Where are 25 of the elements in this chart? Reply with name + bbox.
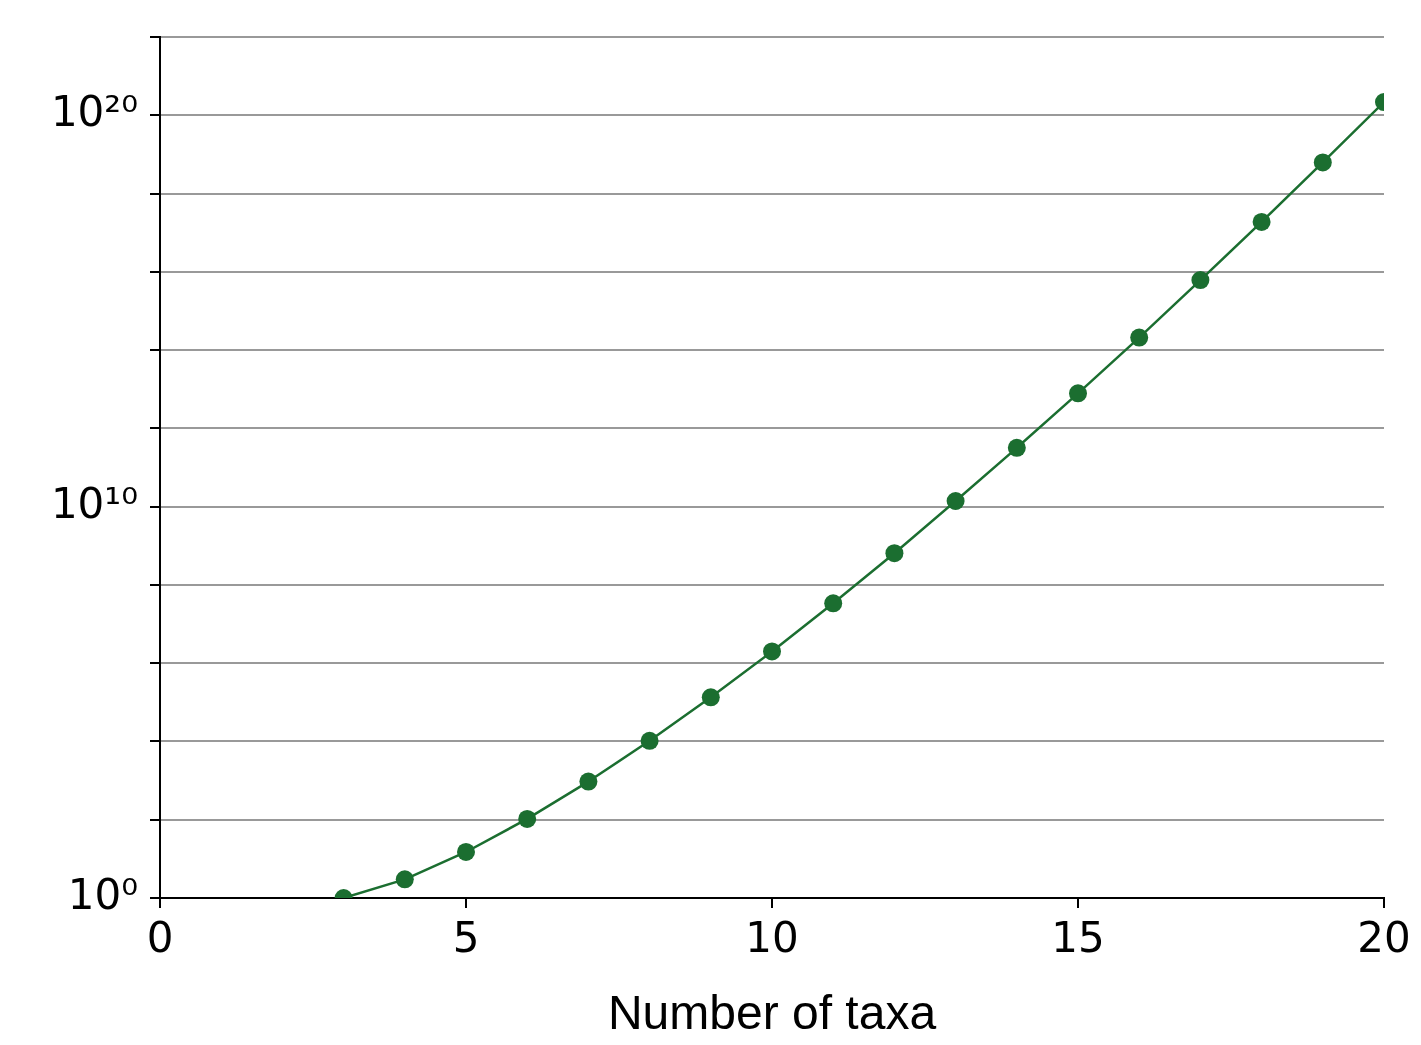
point [1130,328,1149,347]
point [518,809,537,828]
point [1069,384,1087,403]
point [395,870,414,889]
point [1007,438,1026,457]
x-tick-label: 0 [146,913,174,963]
x-axis-title: Number of taxa [607,986,937,1040]
y-tick-label: 10²⁰ [50,87,138,137]
point [946,492,965,511]
point [824,594,843,613]
point [1313,153,1332,172]
y-tick-label: 10⁰ [67,869,138,919]
point [457,842,475,861]
point [885,544,904,563]
point [640,731,659,750]
x-tick-label: 10 [745,913,799,963]
x-tick-label: 5 [452,913,480,963]
x-tick-label: 15 [1051,913,1105,963]
point [579,772,598,791]
point [763,642,781,661]
point [1252,212,1271,231]
point [1191,271,1210,290]
x-tick-label: 20 [1357,913,1411,963]
point [701,688,720,707]
y-tick-label: 10¹⁰ [50,478,138,528]
